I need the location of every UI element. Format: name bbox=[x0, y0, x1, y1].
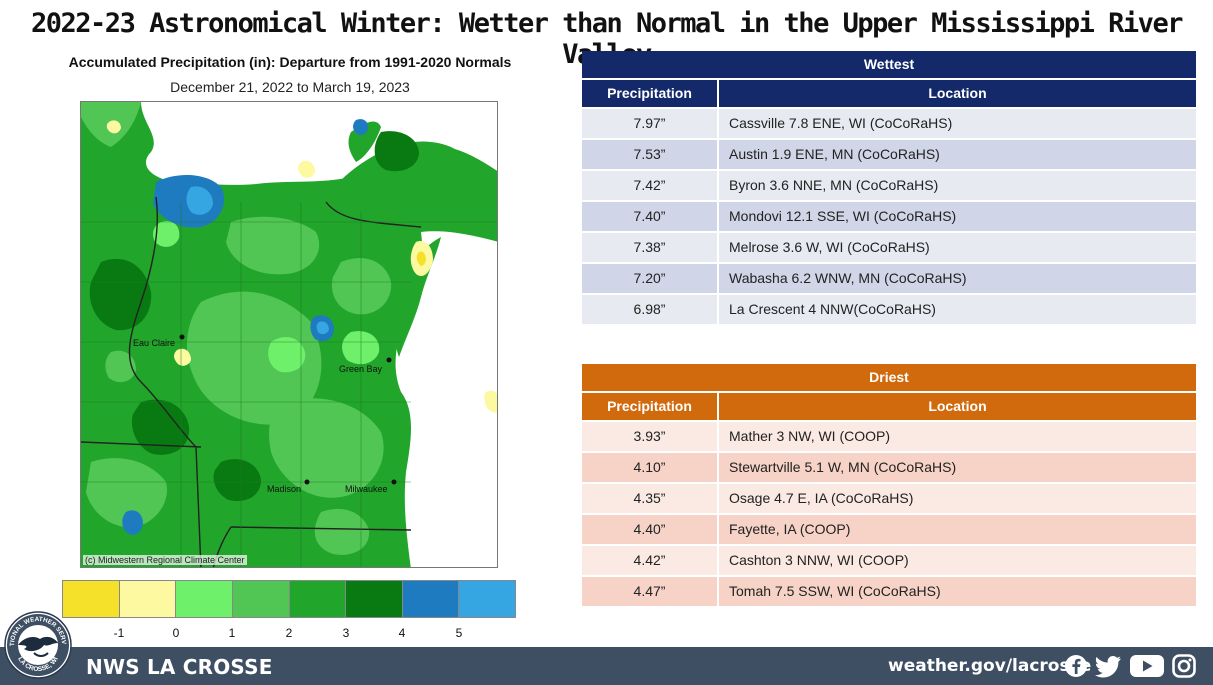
location-cell: Stewartville 5.1 W, MN (CoCoRaHS) bbox=[729, 459, 957, 475]
wettest-header: Wettest bbox=[582, 51, 1196, 78]
table-row: 4.35” Osage 4.7 E, IA (CoCoRaHS) bbox=[582, 482, 1196, 513]
legend-tick-label: 4 bbox=[398, 626, 406, 640]
location-cell: Fayette, IA (COOP) bbox=[729, 521, 851, 537]
legend-ticks: -1 0 1 2 3 4 5 bbox=[62, 626, 516, 642]
driest-table: Driest Precipitation Location 3.93” Mathe… bbox=[582, 364, 1196, 606]
legend-swatch bbox=[346, 581, 403, 617]
table-row: 6.98” La Crescent 4 NNW(CoCoRaHS) bbox=[582, 293, 1196, 324]
table-row: 4.42” Cashton 3 NNW, WI (COOP) bbox=[582, 544, 1196, 575]
table-row: 7.42” Byron 3.6 NNE, MN (CoCoRaHS) bbox=[582, 169, 1196, 200]
color-legend bbox=[62, 580, 516, 618]
map-title: Accumulated Precipitation (in): Departur… bbox=[68, 54, 512, 70]
nws-logo: NATIONAL WEATHER SERVICE LA CROSSE, WI bbox=[4, 611, 72, 679]
column-header-location: Location bbox=[928, 398, 987, 414]
table-row: 7.53” Austin 1.9 ENE, MN (CoCoRaHS) bbox=[582, 138, 1196, 169]
instagram-icon[interactable] bbox=[1172, 654, 1196, 678]
legend-swatch bbox=[402, 581, 460, 617]
location-cell: Cashton 3 NNW, WI (COOP) bbox=[729, 552, 909, 568]
location-cell: Austin 1.9 ENE, MN (CoCoRaHS) bbox=[729, 146, 940, 162]
map-dates: December 21, 2022 to March 19, 2023 bbox=[170, 79, 410, 95]
precipitation-cell: 7.40” bbox=[582, 202, 719, 231]
table-row: 7.38” Melrose 3.6 W, WI (CoCoRaHS) bbox=[582, 231, 1196, 262]
legend-swatch bbox=[289, 581, 347, 617]
city-label-milwaukee: Milwaukee bbox=[345, 484, 388, 494]
legend-tick-label: -1 bbox=[113, 626, 125, 640]
precipitation-cell: 4.40” bbox=[582, 515, 719, 544]
precipitation-cell: 6.98” bbox=[582, 295, 719, 324]
table-row: 3.93” Mather 3 NW, WI (COOP) bbox=[582, 420, 1196, 451]
precipitation-map: Eau Claire Green Bay Madison Milwaukee (… bbox=[80, 101, 498, 568]
twitter-icon[interactable] bbox=[1095, 654, 1123, 678]
precipitation-cell: 7.38” bbox=[582, 233, 719, 262]
precipitation-cell: 7.20” bbox=[582, 264, 719, 293]
legend-swatch bbox=[63, 581, 120, 617]
footer-website-link[interactable]: weather.gov/lacrosse bbox=[888, 656, 1092, 676]
precipitation-cell: 7.42” bbox=[582, 171, 719, 200]
location-cell: La Crescent 4 NNW(CoCoRaHS) bbox=[729, 301, 936, 317]
column-header-precipitation: Precipitation bbox=[582, 80, 719, 107]
city-label-green-bay: Green Bay bbox=[339, 364, 383, 374]
driest-column-headers: Precipitation Location bbox=[582, 393, 1196, 420]
youtube-icon[interactable] bbox=[1130, 654, 1164, 678]
legend-tick-label: 2 bbox=[285, 626, 293, 640]
driest-header: Driest bbox=[582, 364, 1196, 391]
precipitation-cell: 3.93” bbox=[582, 422, 719, 451]
wettest-column-headers: Precipitation Location bbox=[582, 80, 1196, 107]
location-cell: Melrose 3.6 W, WI (CoCoRaHS) bbox=[729, 239, 930, 255]
location-cell: Mather 3 NW, WI (COOP) bbox=[729, 428, 891, 444]
location-cell: Cassville 7.8 ENE, WI (CoCoRaHS) bbox=[729, 115, 953, 131]
precipitation-cell: 7.97” bbox=[582, 109, 719, 138]
table-row: 4.47” Tomah 7.5 SSW, WI (CoCoRaHS) bbox=[582, 575, 1196, 606]
legend-swatch bbox=[176, 581, 233, 617]
location-cell: Osage 4.7 E, IA (CoCoRaHS) bbox=[729, 490, 914, 506]
precipitation-cell: 4.10” bbox=[582, 453, 719, 482]
legend-swatch bbox=[459, 581, 515, 617]
location-cell: Tomah 7.5 SSW, WI (CoCoRaHS) bbox=[729, 583, 941, 599]
precipitation-cell: 4.47” bbox=[582, 577, 719, 606]
legend-tick-label: 3 bbox=[342, 626, 350, 640]
city-label-madison: Madison bbox=[267, 484, 302, 494]
footer-office-name: NWS LA CROSSE bbox=[86, 655, 273, 679]
legend-tick-label: 0 bbox=[172, 626, 180, 640]
column-header-precipitation: Precipitation bbox=[582, 393, 719, 420]
precipitation-cell: 4.35” bbox=[582, 484, 719, 513]
table-row: 4.10” Stewartville 5.1 W, MN (CoCoRaHS) bbox=[582, 451, 1196, 482]
legend-swatch bbox=[119, 581, 177, 617]
location-cell: Byron 3.6 NNE, MN (CoCoRaHS) bbox=[729, 177, 939, 193]
facebook-icon[interactable] bbox=[1064, 654, 1088, 678]
table-row: 7.97” Cassville 7.8 ENE, WI (CoCoRaHS) bbox=[582, 107, 1196, 138]
precipitation-cell: 4.42” bbox=[582, 546, 719, 575]
table-row: 7.40” Mondovi 12.1 SSE, WI (CoCoRaHS) bbox=[582, 200, 1196, 231]
city-label-eau-claire: Eau Claire bbox=[133, 338, 176, 348]
wettest-table: Wettest Precipitation Location 7.97” Cass… bbox=[582, 51, 1196, 324]
map-graphic bbox=[81, 102, 497, 567]
legend-tick-label: 1 bbox=[228, 626, 236, 640]
legend-tick-label: 5 bbox=[455, 626, 463, 640]
legend-swatch bbox=[232, 581, 290, 617]
table-row: 7.20” Wabasha 6.2 WNW, MN (CoCoRaHS) bbox=[582, 262, 1196, 293]
location-cell: Wabasha 6.2 WNW, MN (CoCoRaHS) bbox=[729, 270, 967, 286]
location-cell: Mondovi 12.1 SSE, WI (CoCoRaHS) bbox=[729, 208, 957, 224]
footer-bar: NWS LA CROSSE weather.gov/lacrosse bbox=[0, 647, 1213, 685]
precipitation-cell: 7.53” bbox=[582, 140, 719, 169]
table-row: 4.40” Fayette, IA (COOP) bbox=[582, 513, 1196, 544]
map-credit: (c) Midwestern Regional Climate Center bbox=[83, 555, 247, 565]
column-header-location: Location bbox=[928, 85, 987, 101]
